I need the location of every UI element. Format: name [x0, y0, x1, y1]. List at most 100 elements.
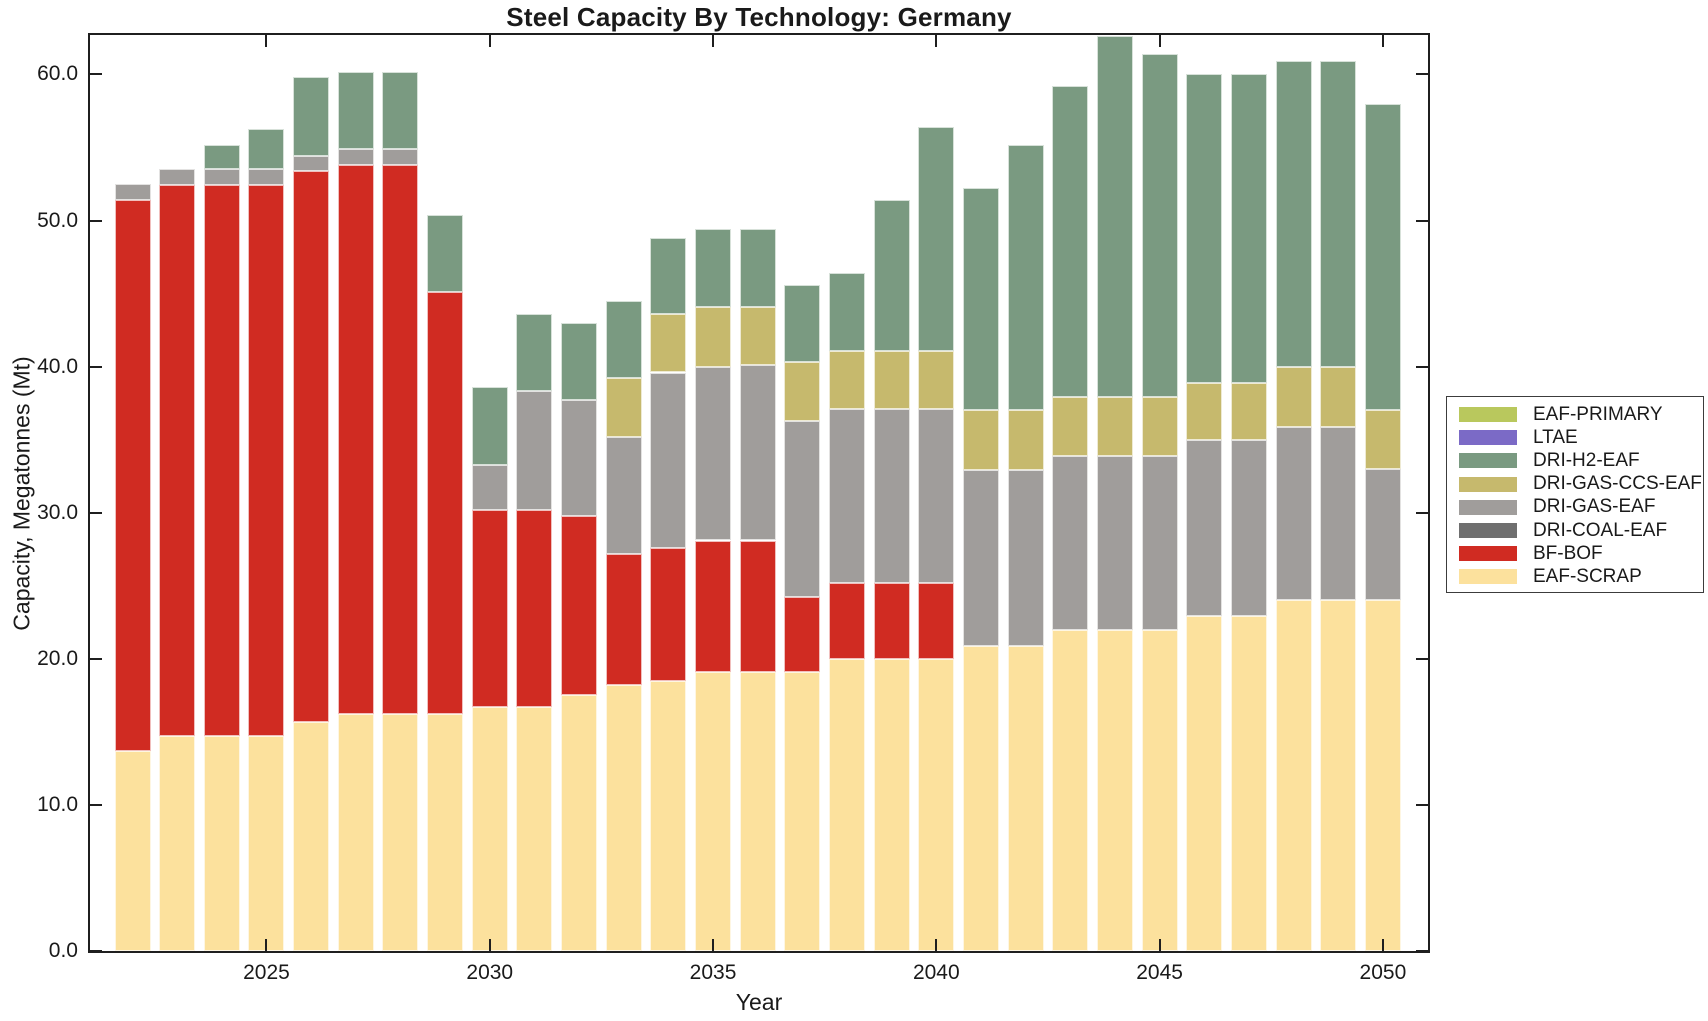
bar-segment-dri-h2-eaf [382, 71, 419, 149]
bar-segment-eaf-scrap [1230, 616, 1267, 951]
bar-segment-dri-h2-eaf [1186, 74, 1223, 383]
bar-segment-dri-gas-ccs-eaf [1320, 366, 1357, 427]
bar-segment-dri-h2-eaf [561, 322, 598, 401]
bar-segment-dri-gas-ccs-eaf [1052, 397, 1089, 456]
bar-segment-dri-h2-eaf [203, 144, 240, 170]
x-axis-tick [1158, 939, 1161, 951]
legend-entry-dri-gas-eaf: DRI-GAS-EAF [1447, 496, 1703, 519]
legend-swatch [1459, 523, 1517, 539]
bar-segment-dri-h2-eaf [1364, 103, 1401, 411]
bar-segment-bf-bof [516, 509, 553, 708]
bar-segment-bf-bof [739, 540, 776, 672]
x-axis-tick [488, 35, 491, 47]
legend-entry-ltae: LTAE [1447, 426, 1703, 449]
bar-segment-dri-gas-eaf [561, 400, 598, 516]
y-tick-label: 10.0 [37, 792, 78, 816]
bar-segment-dri-gas-eaf [873, 409, 910, 583]
bar-segment-dri-h2-eaf [829, 273, 865, 351]
bar-segment-bf-bof [561, 515, 598, 696]
bar-segment-dri-gas-ccs-eaf [650, 314, 687, 373]
bar-segment-dri-gas-eaf [918, 409, 955, 583]
bar-segment-bf-bof [203, 185, 240, 737]
bar-segment-eaf-scrap [248, 736, 285, 951]
y-tick-label: 50.0 [37, 208, 78, 232]
bar-segment-eaf-scrap [471, 707, 508, 951]
bar-segment-dri-gas-eaf [159, 169, 196, 186]
plot-area [88, 33, 1430, 953]
y-axis-tick [1416, 950, 1428, 951]
bar-segment-eaf-scrap [1096, 629, 1133, 951]
bar-segment-eaf-scrap [203, 736, 240, 951]
bar-segment-dri-h2-eaf [337, 71, 374, 149]
x-axis-tick [1381, 939, 1384, 951]
legend-swatch [1459, 569, 1517, 585]
y-axis-tick [1416, 803, 1428, 806]
x-axis-tick [1381, 35, 1384, 47]
legend-swatch [1459, 453, 1517, 469]
bar-segment-dri-h2-eaf [605, 300, 642, 379]
bar-segment-eaf-scrap [1052, 629, 1089, 951]
bar-segment-eaf-scrap [293, 721, 330, 951]
chart-title: Steel Capacity By Technology: Germany [506, 2, 1012, 32]
bar-segment-dri-gas-ccs-eaf [784, 362, 821, 421]
x-axis-label: Year [735, 989, 783, 1015]
bar-segment-dri-gas-eaf [1320, 426, 1357, 601]
bar-segment-bf-bof [248, 185, 285, 737]
bar-segment-dri-gas-eaf [248, 169, 285, 186]
bar-segment-dri-h2-eaf [1052, 86, 1089, 398]
y-tick-label: 0.0 [48, 939, 78, 962]
bar-segment-dri-gas-eaf [829, 409, 865, 583]
bar-segment-dri-h2-eaf [1096, 36, 1133, 398]
legend-entry-bf-bof: BF-BOF [1447, 542, 1703, 565]
x-axis-tick [265, 35, 268, 47]
bar-segment-dri-gas-eaf [1230, 439, 1267, 617]
bar-segment-dri-gas-ccs-eaf [605, 378, 642, 437]
bar-segment-bf-bof [873, 582, 910, 659]
bar-segment-dri-gas-ccs-eaf [1141, 397, 1178, 456]
bar-segment-dri-gas-ccs-eaf [829, 350, 865, 409]
bar-segment-dri-gas-ccs-eaf [1186, 382, 1223, 440]
bar-segment-bf-bof [918, 582, 955, 659]
bar-segment-eaf-scrap [829, 658, 865, 951]
bar-segment-dri-h2-eaf [293, 77, 330, 157]
bar-segment-dri-gas-eaf [695, 366, 732, 541]
x-tick-label: 2030 [466, 961, 514, 984]
legend-swatch [1459, 407, 1517, 423]
x-axis-tick [935, 939, 938, 951]
legend-swatch [1459, 430, 1517, 446]
bar-segment-dri-h2-eaf [248, 128, 285, 170]
bar-segment-bf-bof [695, 540, 732, 672]
bar-segment-dri-h2-eaf [516, 314, 553, 392]
legend-swatch [1459, 499, 1517, 515]
bar-segment-dri-gas-ccs-eaf [962, 410, 999, 471]
legend-label: BF-BOF [1533, 542, 1603, 564]
x-axis-tick [935, 35, 938, 47]
bar-segment-dri-gas-ccs-eaf [1096, 397, 1133, 456]
bar-segment-dri-h2-eaf [427, 214, 464, 293]
bar-segment-eaf-scrap [739, 671, 776, 951]
bar-segment-bf-bof [471, 509, 508, 708]
bar-segment-eaf-scrap [1007, 645, 1044, 951]
y-tick-label: 30.0 [37, 500, 78, 524]
y-axis-tick [90, 219, 102, 222]
bar-segment-dri-h2-eaf [695, 229, 732, 307]
legend-swatch [1459, 476, 1517, 492]
bar-segment-dri-h2-eaf [650, 238, 687, 315]
x-axis-tick [265, 939, 268, 951]
bar-segment-dri-h2-eaf [962, 188, 999, 411]
bar-segment-dri-gas-ccs-eaf [739, 306, 776, 366]
legend-label: DRI-GAS-EAF [1533, 496, 1656, 518]
bar-segment-dri-gas-eaf [382, 148, 419, 166]
bar-segment-dri-gas-eaf [293, 156, 330, 171]
bar-segment-dri-h2-eaf [739, 229, 776, 307]
bar-segment-bf-bof [650, 547, 687, 681]
bar-segment-dri-h2-eaf [873, 200, 910, 351]
legend-label: DRI-GAS-CCS-EAF [1533, 473, 1702, 495]
bar-segment-dri-h2-eaf [1230, 74, 1267, 383]
bar-segment-eaf-scrap [159, 736, 196, 951]
bar-segment-bf-bof [605, 553, 642, 686]
bar-segment-dri-gas-eaf [1141, 455, 1178, 630]
legend-entry-eaf-scrap: EAF-SCRAP [1447, 565, 1703, 588]
bar-segment-eaf-scrap [382, 714, 419, 951]
